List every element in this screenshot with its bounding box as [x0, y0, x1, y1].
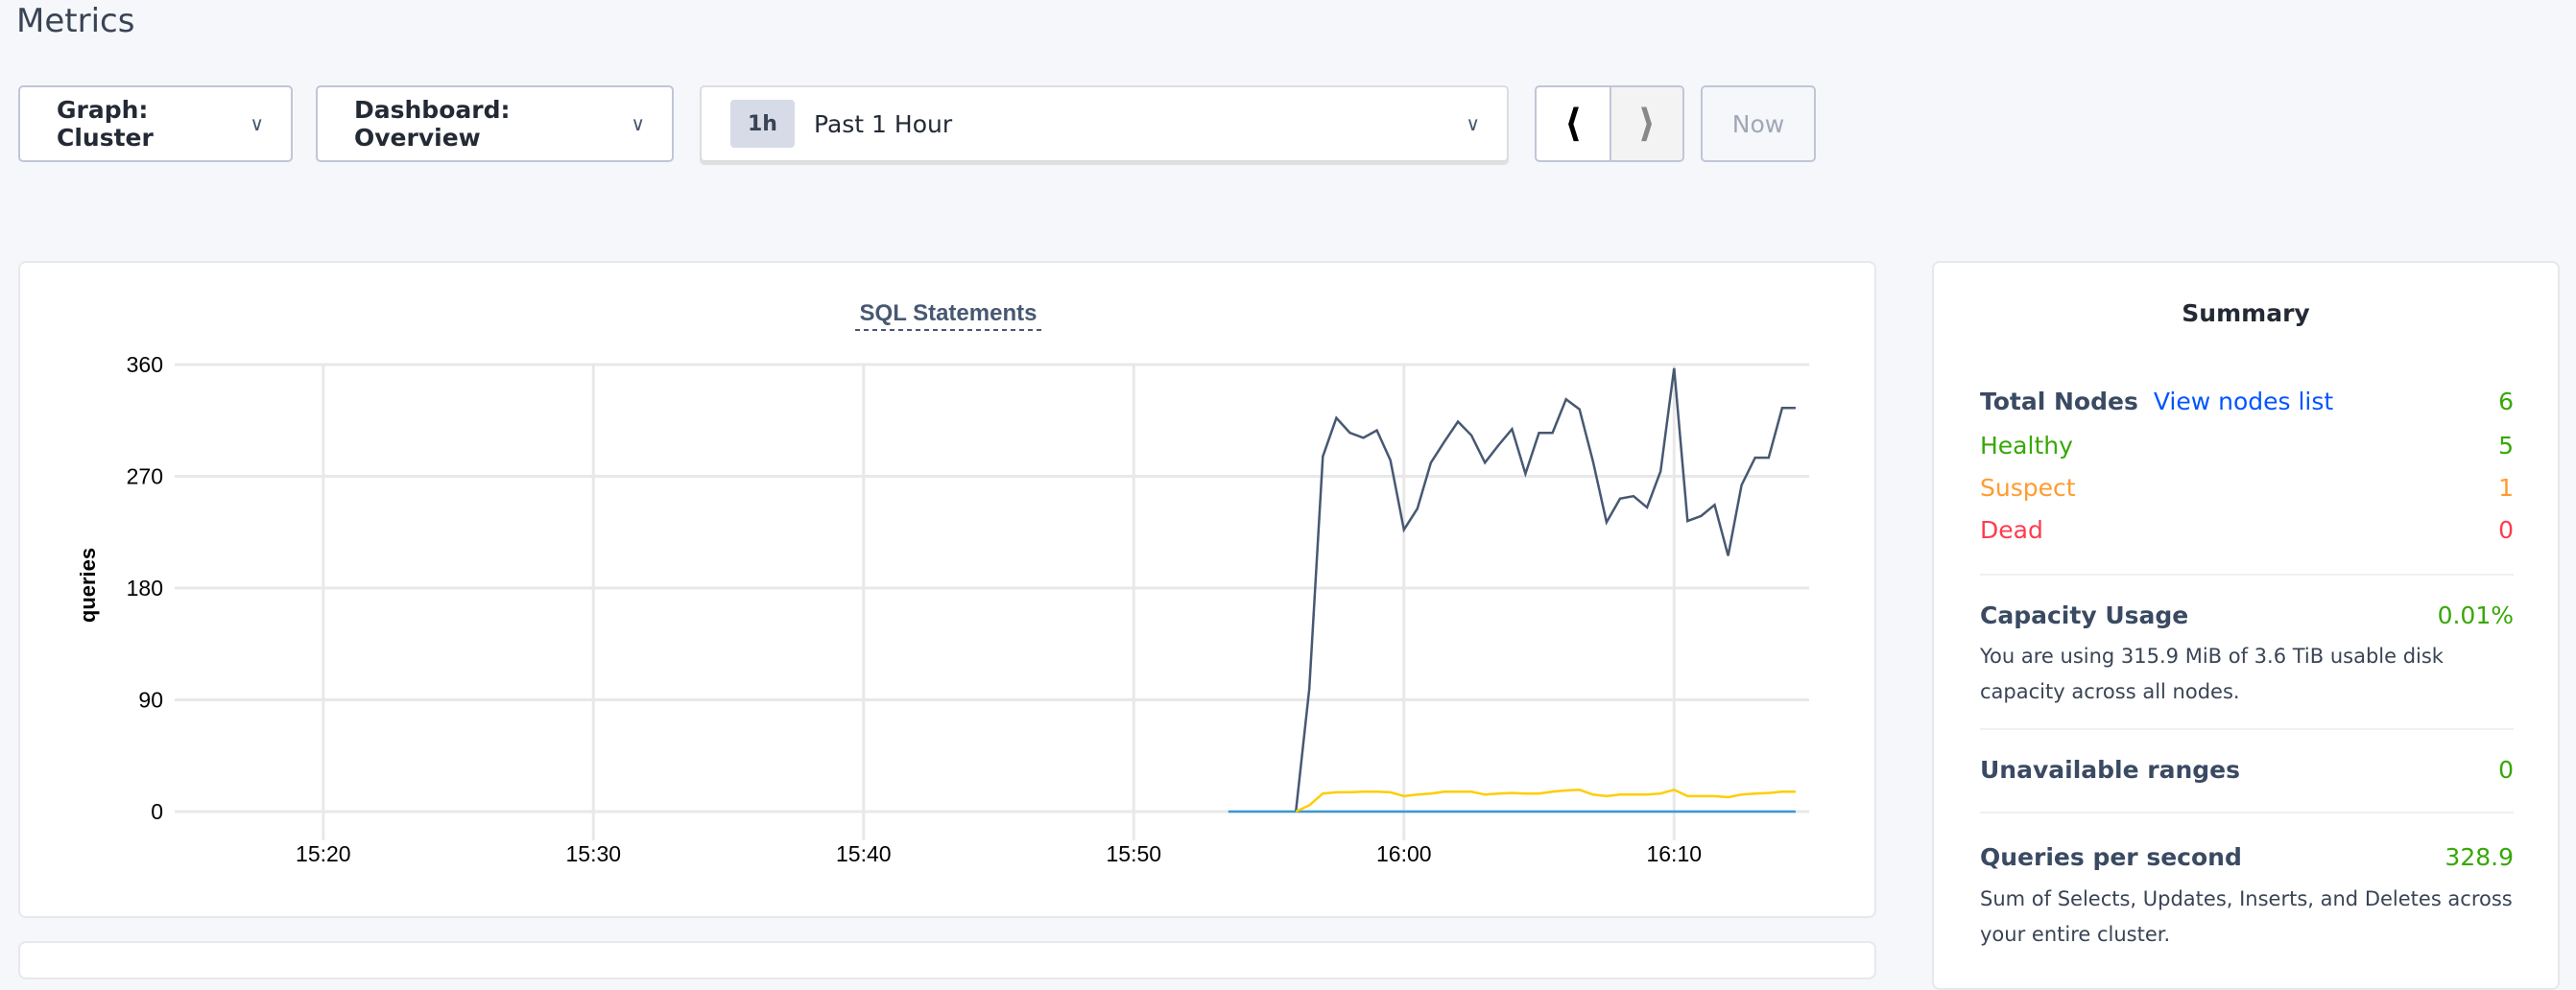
graph-select-label: Graph: Cluster: [57, 96, 250, 152]
capacity-description: You are using 315.9 MiB of 3.6 TiB usabl…: [1980, 639, 2519, 710]
chevron-left-icon[interactable]: ⟨: [1537, 87, 1610, 160]
time-range-select[interactable]: 1h Past 1 Hour ∨: [700, 85, 1509, 162]
divider: [1980, 574, 2514, 576]
series-line-2[interactable]: [1296, 790, 1796, 812]
divider: [1980, 812, 2514, 813]
chart-title[interactable]: SQL Statements: [860, 300, 1038, 326]
unavailable-ranges-value: 0: [2498, 756, 2514, 784]
unavailable-ranges-label: Unavailable ranges: [1980, 756, 2240, 784]
divider: [1980, 728, 2514, 730]
capacity-value: 0.01%: [2438, 601, 2514, 629]
now-button[interactable]: Now: [1701, 85, 1816, 162]
view-nodes-link[interactable]: View nodes list: [2154, 388, 2333, 415]
y-tick-label: 360: [127, 352, 163, 377]
healthy-label: Healthy: [1980, 432, 2073, 460]
y-axis-label: queries: [76, 548, 100, 623]
dead-label: Dead: [1980, 516, 2043, 544]
total-nodes-value: 6: [2498, 388, 2514, 415]
qps-value: 328.9: [2445, 843, 2514, 871]
series-line-1[interactable]: [1296, 368, 1796, 812]
summary-panel: Summary Total Nodes View nodes list 6 Heal…: [1932, 261, 2560, 990]
qps-label: Queries per second: [1980, 843, 2242, 871]
time-range-label: Past 1 Hour: [814, 110, 952, 138]
x-tick-label: 15:50: [1106, 841, 1161, 866]
chevron-down-icon: ∨: [250, 112, 264, 135]
y-tick-label: 0: [151, 799, 163, 824]
dashboard-select-label: Dashboard: Overview: [354, 96, 631, 152]
graph-select[interactable]: Graph: Cluster∨: [18, 85, 293, 162]
y-tick-label: 90: [138, 688, 163, 713]
x-tick-label: 15:40: [836, 841, 892, 866]
x-tick-label: 15:20: [296, 841, 351, 866]
x-tick-label: 15:30: [566, 841, 622, 866]
suspect-label: Suspect: [1980, 474, 2076, 502]
next-chart-card: [18, 941, 1876, 979]
y-tick-label: 270: [127, 464, 163, 489]
x-tick-label: 16:10: [1646, 841, 1702, 866]
dashboard-select[interactable]: Dashboard: Overview∨: [316, 85, 674, 162]
chevron-down-icon: ∨: [631, 112, 645, 135]
qps-description: Sum of Selects, Updates, Inserts, and De…: [1980, 882, 2519, 953]
time-range-badge: 1h: [730, 100, 795, 148]
y-tick-label: 180: [127, 576, 163, 601]
sql-statements-chart: 0 90 180 270 360 15:20 15:30 15:40 15:50 16:00 16:…: [20, 263, 1878, 920]
page-title: Metrics: [16, 2, 134, 40]
dead-value: 0: [2498, 516, 2514, 544]
summary-title: Summary: [1934, 299, 2558, 327]
total-nodes-label: Total Nodes: [1980, 388, 2138, 415]
time-nav: ⟨ ⟩: [1535, 85, 1684, 162]
suspect-value: 1: [2498, 474, 2514, 502]
capacity-label: Capacity Usage: [1980, 601, 2188, 629]
chevron-right-icon[interactable]: ⟩: [1610, 87, 1682, 160]
sql-statements-chart-card: 0 90 180 270 360 15:20 15:30 15:40 15:50 16:00 16:…: [18, 261, 1876, 918]
chevron-down-icon: ∨: [1466, 112, 1480, 135]
x-tick-label: 16:00: [1376, 841, 1432, 866]
healthy-value: 5: [2498, 432, 2514, 460]
